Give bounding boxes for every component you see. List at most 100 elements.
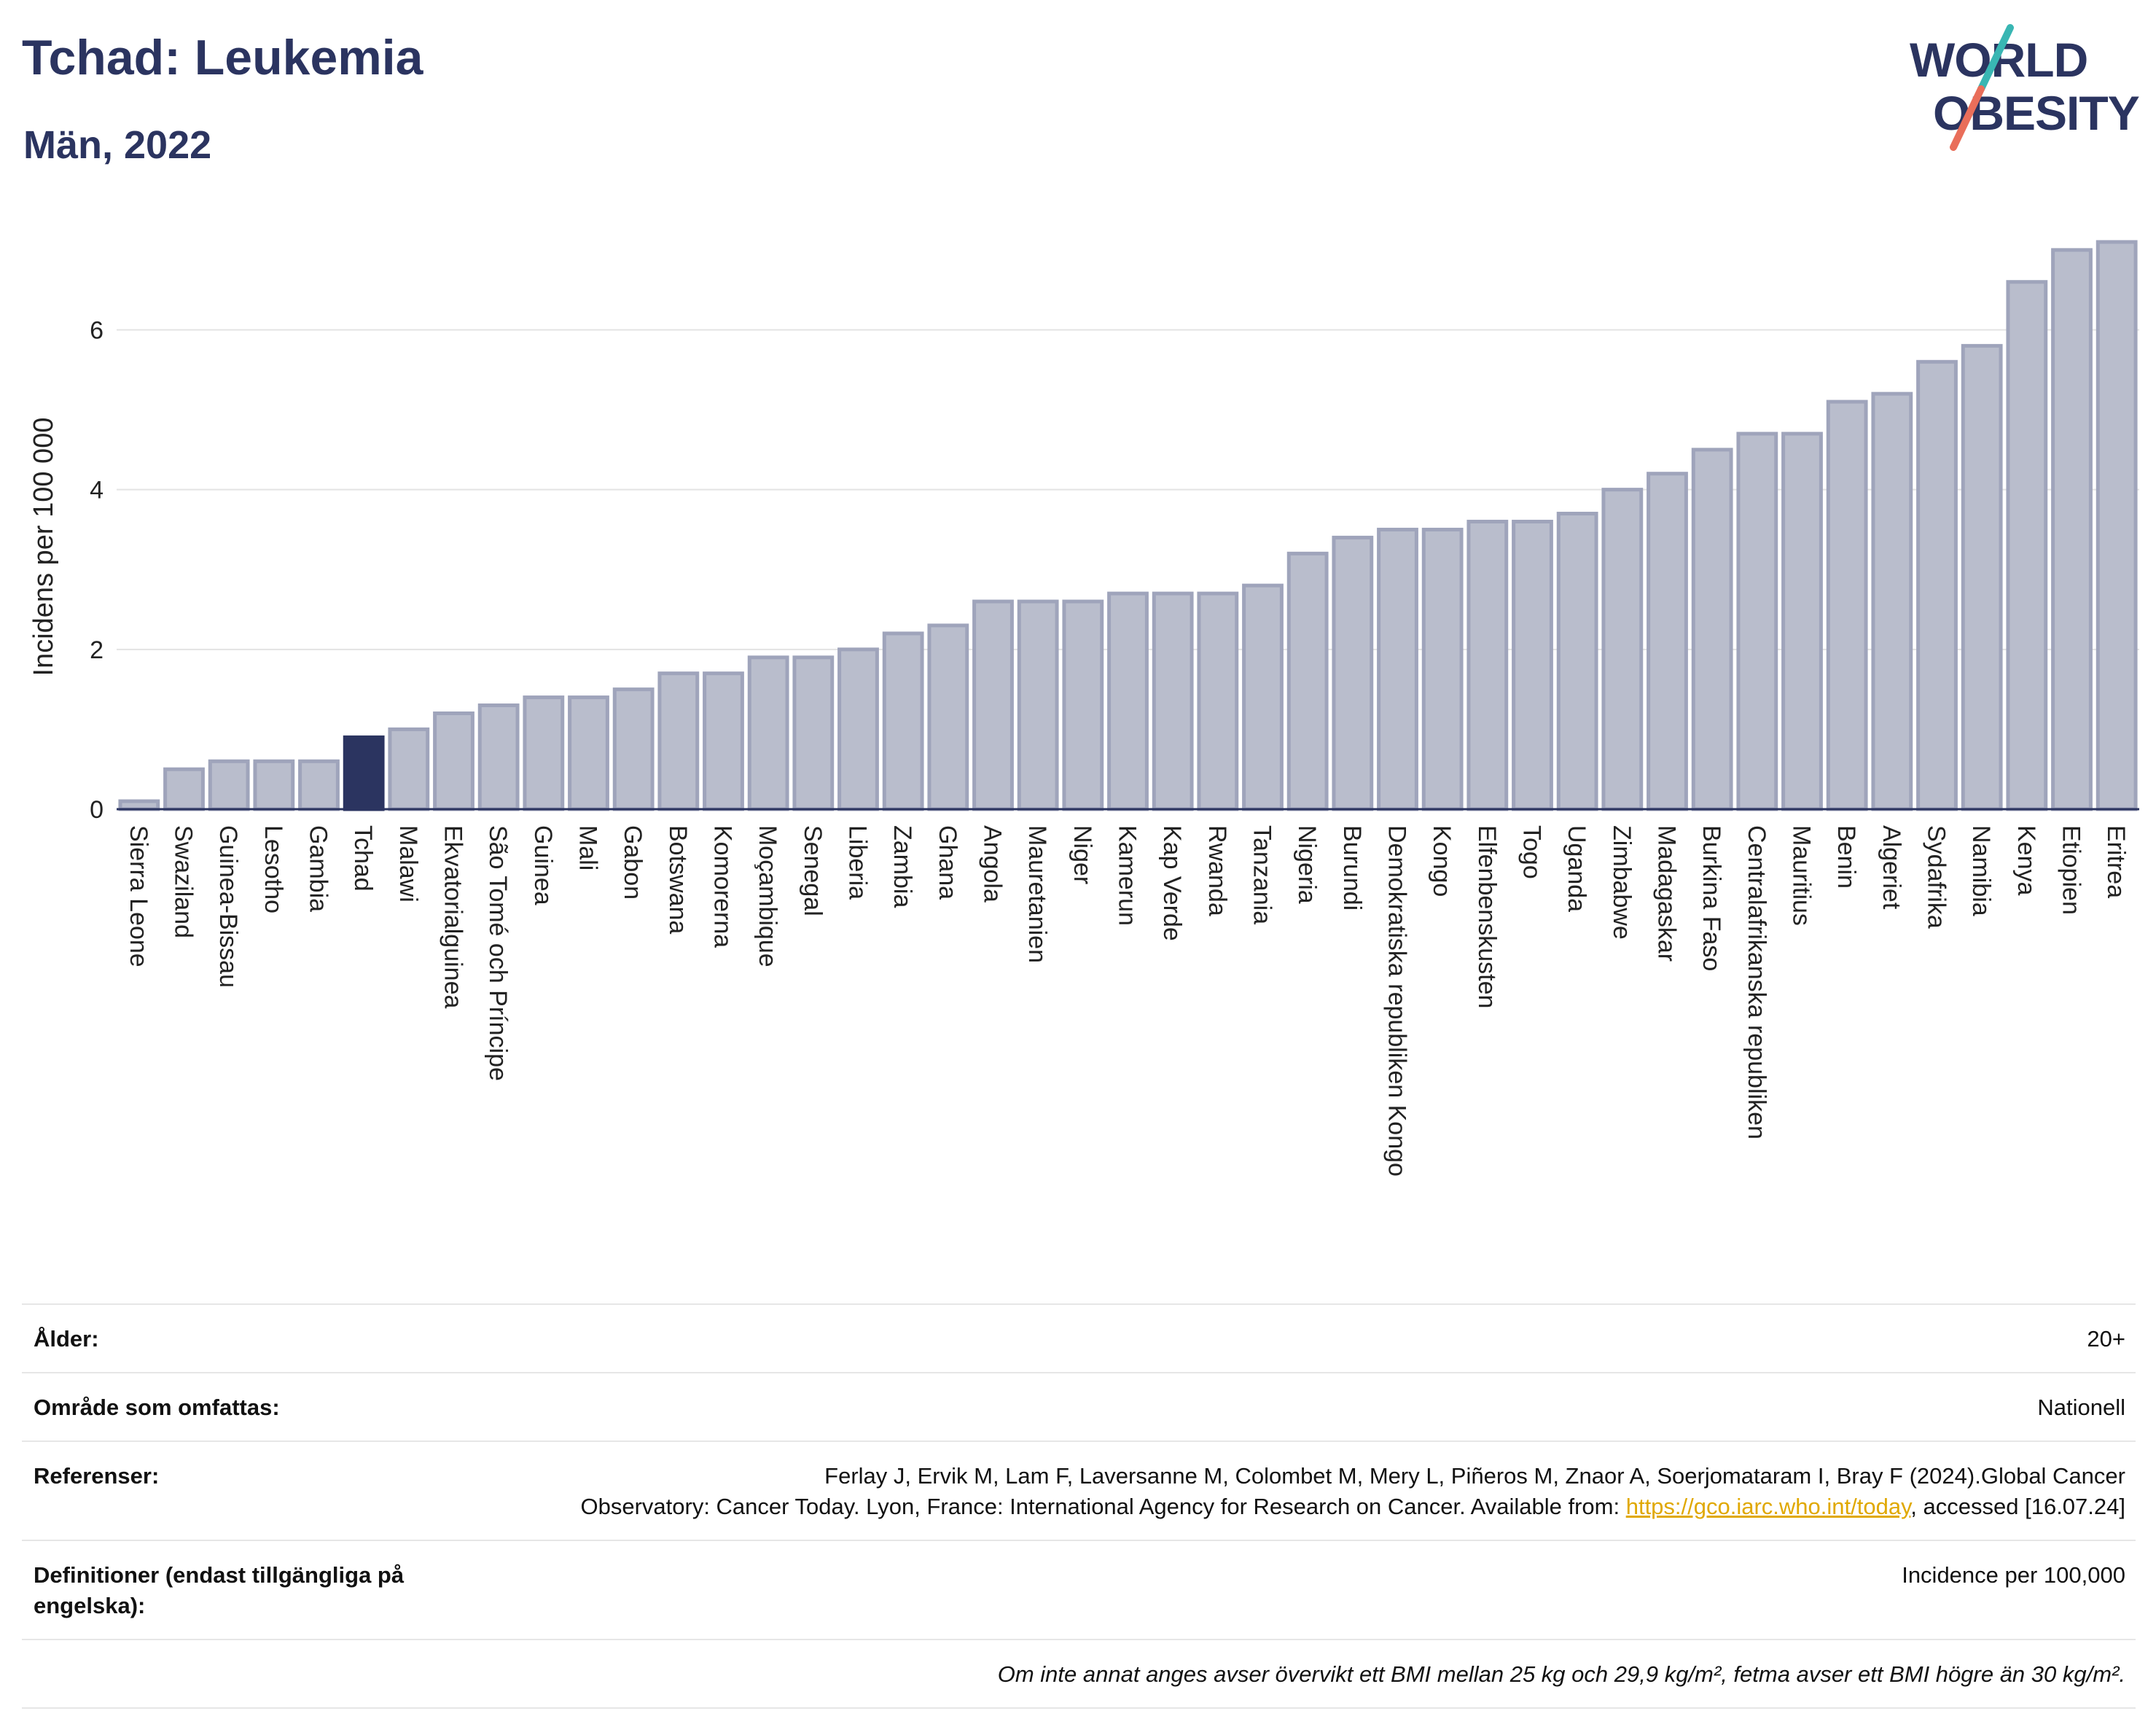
bar xyxy=(837,647,879,811)
bar xyxy=(1601,488,1644,811)
x-tick-label: Angola xyxy=(979,825,1007,902)
x-tick-label: Tchad xyxy=(349,825,377,892)
x-tick-label: Nigeria xyxy=(1293,825,1321,904)
bar xyxy=(657,671,700,811)
x-tick-label: Zambia xyxy=(888,825,916,908)
x-tick-label: Moçambique xyxy=(754,825,781,967)
references-text-2: Observatory: Cancer Today. Lyon, France:… xyxy=(580,1494,1620,1519)
bar xyxy=(163,767,205,811)
x-tick-label: Kap Verde xyxy=(1158,825,1186,941)
axis-layer: 0 2 4 6 xyxy=(90,316,2139,824)
meta-row-note: Om inte annat anges avser övervikt ett B… xyxy=(22,1639,2136,1709)
x-tick-label: Madagaskar xyxy=(1653,825,1681,962)
bar xyxy=(2006,280,2048,811)
x-tick-label: Kongo xyxy=(1428,825,1456,897)
x-tick-label: Elfenbenskusten xyxy=(1473,825,1501,1008)
definitions-value: Incidence per 100,000 xyxy=(1902,1562,2125,1588)
references-link[interactable]: https://gco.iarc.who.int/today xyxy=(1625,1494,1911,1519)
references-label: Referenser: xyxy=(34,1463,160,1489)
bar xyxy=(253,759,295,811)
y-tick-label: 0 xyxy=(90,796,103,824)
bar xyxy=(477,703,520,811)
bar xyxy=(882,631,924,811)
logo-line1: WORLD xyxy=(1910,33,2087,87)
x-tick-label: Senegal xyxy=(799,825,827,916)
x-tick-label: Niger xyxy=(1069,825,1096,884)
bar xyxy=(1781,432,1823,811)
bar xyxy=(1152,591,1194,811)
y-tick-label: 2 xyxy=(90,636,103,664)
age-label: Ålder: xyxy=(34,1326,99,1352)
bar xyxy=(792,655,835,811)
bar xyxy=(568,695,609,811)
metadata-table: Ålder: 20+ Område som omfattas: Nationel… xyxy=(22,1303,2136,1709)
x-tick-label: Zimbabwe xyxy=(1608,825,1636,940)
bar xyxy=(1916,359,1958,811)
logo-slash-coral xyxy=(1950,85,1985,151)
bar-chart: 0 2 4 6 Sierra Leone Swaziland Guinea-Bissau L… xyxy=(28,240,2139,1177)
bar xyxy=(1197,591,1239,811)
x-tick-label: Botswana xyxy=(664,825,692,934)
page-title: Tchad: Leukemia xyxy=(22,30,423,85)
x-tick-label: Mauritius xyxy=(1788,825,1816,926)
bar xyxy=(1242,583,1284,811)
bar xyxy=(1647,472,1688,811)
x-tick-label: Sydafrika xyxy=(1923,825,1950,929)
bar xyxy=(1332,535,1374,811)
references-value: Ferlay J, Ervik M, Lam F, Laversanne M, … xyxy=(500,1461,2125,1522)
y-tick-label: 6 xyxy=(90,316,103,344)
bar xyxy=(703,671,744,811)
x-tick-label: São Tomé och Príncipe xyxy=(484,825,512,1081)
bar-layer xyxy=(118,240,2138,811)
bar xyxy=(1421,527,1464,811)
x-tick-label: Liberia xyxy=(844,825,872,900)
definitions-label: Definitioner (endast tillgängliga på eng… xyxy=(34,1562,405,1618)
references-text-1: Ferlay J, Ervik M, Lam F, Laversanne M, … xyxy=(824,1463,2125,1489)
x-tick-label: Guinea-Bissau xyxy=(214,825,242,988)
x-tick-label: Sierra Leone xyxy=(125,825,152,967)
meta-row-references: Referenser: Ferlay J, Ervik M, Lam F, La… xyxy=(22,1440,2136,1540)
age-value: 20+ xyxy=(2087,1326,2125,1352)
world-obesity-logo: WORLD OBESITY xyxy=(1910,24,2140,151)
bar xyxy=(298,759,340,811)
meta-row-definitions: Definitioner (endast tillgängliga på eng… xyxy=(22,1540,2136,1639)
meta-row-age: Ålder: 20+ xyxy=(22,1303,2136,1372)
x-tick-label: Namibia xyxy=(1967,825,1995,916)
x-tick-label: Tanzania xyxy=(1249,825,1276,924)
bar xyxy=(1826,399,1868,811)
bar xyxy=(118,799,160,811)
bar xyxy=(388,727,430,811)
x-tick-label: Malawi xyxy=(394,825,422,902)
bar xyxy=(2051,248,2093,811)
bar xyxy=(612,687,655,811)
bar xyxy=(1736,432,1778,811)
x-tick-label: Benin xyxy=(1832,825,1860,889)
bar xyxy=(1556,512,1598,811)
bar xyxy=(1961,343,2003,811)
x-tick-label: Kenya xyxy=(2012,825,2040,895)
y-tick-label: 4 xyxy=(90,477,103,504)
bar xyxy=(1286,551,1329,811)
x-tick-label: Eritrea xyxy=(2102,825,2130,898)
bar xyxy=(1691,448,1733,811)
x-tick-label: Centralafrikanska republiken xyxy=(1743,825,1770,1139)
area-value: Nationell xyxy=(2037,1395,2125,1420)
x-tick-label: Gambia xyxy=(305,825,332,912)
bar-highlight xyxy=(343,735,385,811)
bar xyxy=(1107,591,1149,811)
x-tick-label: Ghana xyxy=(934,825,961,900)
x-tick-label: Guinea xyxy=(529,825,557,905)
x-tick-label: Togo xyxy=(1518,825,1546,879)
x-tick-label: Swaziland xyxy=(170,825,198,938)
bar xyxy=(1871,391,1913,811)
x-tick-label: Komorerna xyxy=(709,825,737,948)
bar xyxy=(972,599,1014,811)
bar xyxy=(747,655,789,811)
x-tick-label: Mauretanien xyxy=(1023,825,1051,963)
page-subtitle: Män, 2022 xyxy=(23,123,212,167)
x-tick-label: Etiopien xyxy=(2058,825,2085,915)
bar xyxy=(1017,599,1059,811)
x-tick-label: Demokratiska republiken Kongo xyxy=(1383,825,1411,1177)
x-tick-label: Burkina Faso xyxy=(1698,825,1725,971)
y-axis-label: Incidens per 100 000 xyxy=(28,418,59,677)
